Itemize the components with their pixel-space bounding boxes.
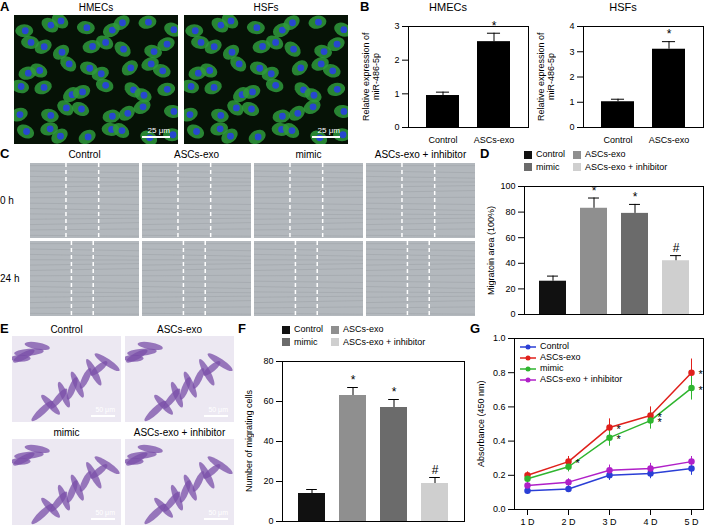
svg-text:40: 40 — [263, 436, 273, 446]
svg-text:ASCs-exo: ASCs-exo — [649, 135, 690, 145]
svg-text:0: 0 — [268, 516, 273, 526]
html-text:0 h: 0 h — [0, 194, 14, 206]
html-text:C: C — [0, 146, 10, 161]
svg-text:100: 100 — [500, 181, 515, 191]
svg-text:80: 80 — [263, 356, 273, 366]
svg-text:60: 60 — [263, 396, 273, 406]
svg-text:*: * — [699, 368, 704, 380]
svg-text:3: 3 — [569, 47, 574, 57]
svg-text:5 D: 5 D — [684, 517, 699, 527]
svg-text:Control: Control — [603, 135, 632, 145]
svg-text:50 μm: 50 μm — [208, 406, 228, 414]
svg-text:0.0: 0.0 — [493, 504, 506, 514]
svg-text:60: 60 — [505, 233, 515, 243]
svg-text:50 μm: 50 μm — [95, 509, 115, 517]
html-text:24 h: 24 h — [0, 272, 20, 284]
html-text:Absorbance (450 nm): Absorbance (450 nm) — [476, 380, 486, 467]
html-text:B: B — [360, 0, 370, 14]
svg-text:40: 40 — [505, 258, 515, 268]
html-text:F: F — [238, 321, 246, 336]
svg-text:4: 4 — [569, 21, 574, 31]
svg-text:0.4: 0.4 — [493, 436, 506, 446]
svg-text:ASCs-exo: ASCs-exo — [474, 135, 515, 145]
svg-text:Control: Control — [428, 135, 457, 145]
html-text:A: A — [0, 0, 10, 14]
html-text:E: E — [0, 321, 9, 336]
svg-text:80: 80 — [505, 207, 515, 217]
html-text:mimic: mimic — [295, 149, 322, 160]
html-text:ASCs-exo: ASCs-exo — [157, 324, 202, 335]
html-text:ASCs-exo + inhibitor: ASCs-exo + inhibitor — [540, 374, 623, 384]
svg-text:*: * — [392, 385, 397, 399]
svg-text:*: * — [351, 373, 356, 387]
html-text:Migratoin area (100%): Migratoin area (100%) — [486, 205, 496, 295]
html-text:HSFs: HSFs — [253, 2, 279, 13]
html-text:mimic: mimic — [536, 161, 560, 172]
html-text:mimic: mimic — [53, 427, 80, 438]
svg-text:2: 2 — [394, 55, 399, 65]
svg-text:20: 20 — [263, 476, 273, 486]
svg-text:0.6: 0.6 — [493, 402, 506, 412]
html-text:Relative expression of miR-486: Relative expression of miR-486-5p — [536, 32, 556, 121]
html-text:ASCs-exo: ASCs-exo — [585, 149, 626, 160]
svg-text:50 μm: 50 μm — [95, 406, 115, 414]
svg-text:0: 0 — [569, 122, 574, 132]
svg-text:1.0: 1.0 — [493, 333, 506, 343]
svg-text:#: # — [432, 463, 439, 477]
html-text:Control: Control — [536, 149, 565, 160]
svg-text:*: * — [633, 190, 638, 204]
html-text:mimic: mimic — [540, 363, 564, 373]
html-text:ASCs-exo + inhibitor: ASCs-exo + inhibitor — [343, 336, 426, 347]
svg-text:0.2: 0.2 — [493, 470, 506, 480]
svg-text:*: * — [658, 416, 663, 428]
html-text:Relative expression of miR-486: Relative expression of miR-486-5p — [361, 32, 381, 121]
html-text:Control: Control — [294, 324, 323, 335]
html-text:Control: Control — [50, 324, 83, 335]
svg-text:1: 1 — [569, 97, 574, 107]
svg-text:*: * — [667, 27, 672, 41]
html-text:mimic: mimic — [294, 336, 318, 347]
html-text:ASCs-exo + inhibitor: ASCs-exo + inhibitor — [585, 161, 668, 172]
svg-text:2: 2 — [569, 72, 574, 82]
html-text:HMECs: HMECs — [429, 1, 467, 13]
html-text:HMECs: HMECs — [78, 2, 114, 13]
html-text:Control: Control — [540, 341, 569, 351]
svg-text:1: 1 — [394, 89, 399, 99]
html-text:Number of migrating cells: Number of migrating cells — [244, 390, 254, 492]
svg-text:*: * — [576, 457, 581, 469]
svg-text:2 D: 2 D — [561, 517, 576, 527]
html-text:ASCs-exo: ASCs-exo — [174, 149, 219, 160]
html-text:Control: Control — [68, 149, 101, 160]
svg-text:0.8: 0.8 — [493, 368, 506, 378]
html-text:G: G — [470, 321, 481, 336]
svg-text:*: * — [617, 433, 622, 445]
svg-text:25 μm: 25 μm — [318, 126, 341, 135]
html-text:ASCs-exo: ASCs-exo — [343, 324, 384, 335]
html-text:ASCs-exo: ASCs-exo — [540, 352, 581, 362]
svg-text:0: 0 — [394, 122, 399, 132]
svg-text:#: # — [673, 241, 680, 255]
svg-text:20: 20 — [505, 284, 515, 294]
svg-text:*: * — [592, 184, 597, 198]
html-text:HSFs: HSFs — [609, 1, 637, 13]
svg-text:0: 0 — [510, 309, 515, 319]
svg-text:*: * — [699, 384, 704, 396]
svg-text:3: 3 — [394, 21, 399, 31]
svg-text:1 D: 1 D — [520, 517, 535, 527]
html-text:ASCs-exo + inhibitor: ASCs-exo + inhibitor — [133, 427, 226, 438]
svg-text:25 μm: 25 μm — [148, 126, 171, 135]
svg-text:50 μm: 50 μm — [208, 509, 228, 517]
html-text:ASCs-exo + inhibitor: ASCs-exo + inhibitor — [374, 149, 467, 160]
svg-text:3 D: 3 D — [602, 517, 617, 527]
svg-text:4 D: 4 D — [643, 517, 658, 527]
html-text:D: D — [480, 146, 490, 161]
